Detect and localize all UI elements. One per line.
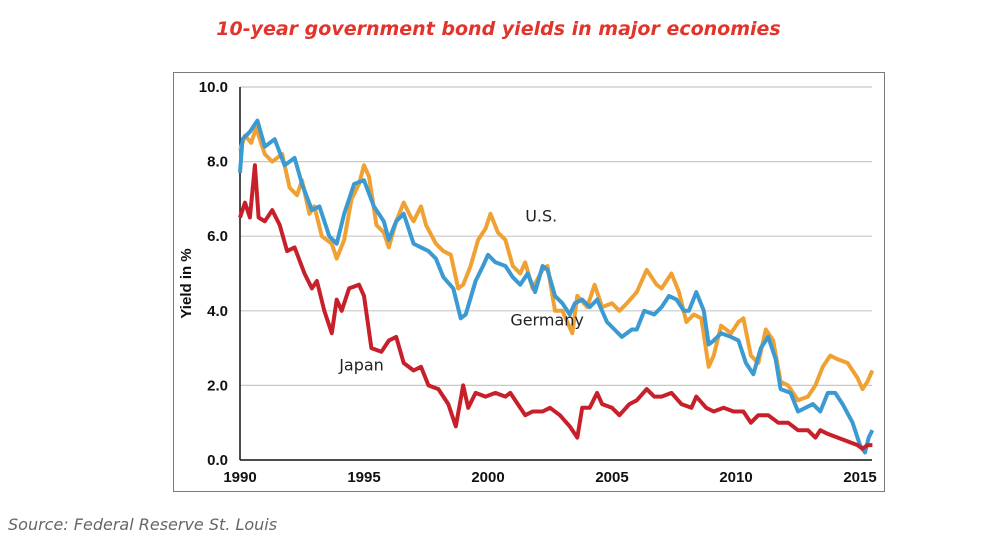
y-tick-label: 2.0: [207, 377, 228, 394]
x-tick-label: 1995: [347, 469, 380, 486]
x-tick-label: 2015: [843, 469, 876, 486]
series-line-germany: [238, 118, 875, 455]
y-tick-label: 10.0: [199, 79, 228, 96]
series-label: Japan: [338, 355, 384, 374]
x-tick-label: 1990: [223, 469, 256, 486]
chart-frame: [173, 72, 885, 492]
y-tick-label: 8.0: [207, 154, 228, 171]
x-tick-label: 2005: [595, 469, 628, 486]
x-tick-label: 2010: [719, 469, 752, 486]
series-label: U.S.: [525, 206, 557, 225]
chart-title: 10-year government bond yields in major …: [216, 18, 781, 40]
y-tick-label: 6.0: [207, 228, 228, 245]
x-tick-label: 2000: [471, 469, 504, 486]
series-label: Germany: [510, 311, 584, 330]
source-note: Source: Federal Reserve St. Louis: [8, 515, 278, 534]
series-line-japan: [238, 163, 873, 451]
y-tick-label: 4.0: [207, 303, 228, 320]
y-tick-label: 0.0: [207, 452, 228, 469]
y-axis-label: Yield in %: [178, 248, 195, 318]
